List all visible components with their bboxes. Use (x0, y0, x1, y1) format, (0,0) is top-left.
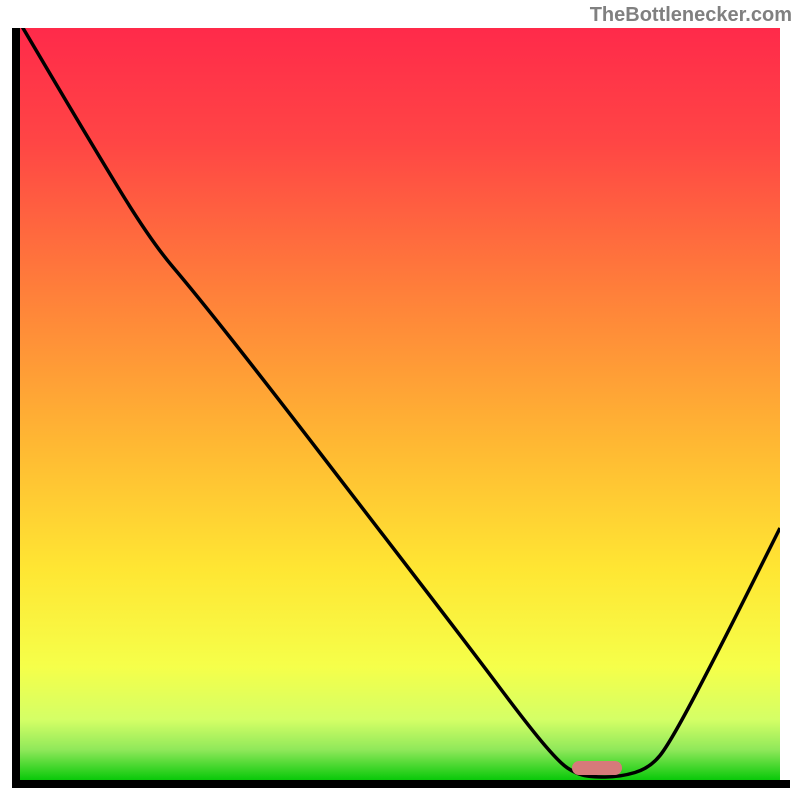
curve-line (20, 28, 780, 780)
x-axis (12, 780, 790, 788)
watermark-text: TheBottlenecker.com (590, 4, 792, 27)
y-axis (12, 28, 20, 780)
chart-container: TheBottlenecker.com (0, 0, 800, 800)
optimal-marker (572, 761, 622, 775)
chart-plot-area (20, 28, 780, 780)
